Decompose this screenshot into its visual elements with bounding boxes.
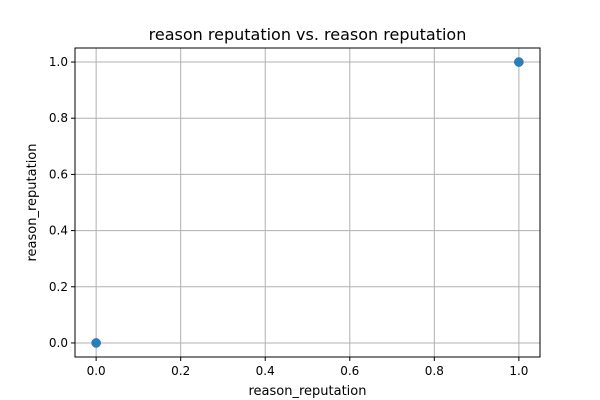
y-tick-label: 1.0	[49, 55, 68, 69]
chart-title: reason reputation vs. reason reputation	[149, 25, 467, 44]
x-tick-label: 1.0	[509, 364, 528, 378]
x-tick-label: 0.2	[171, 364, 190, 378]
data-point	[91, 338, 101, 348]
plot-area-frame	[74, 47, 541, 358]
y-tick-label: 0.8	[49, 111, 68, 125]
data-point	[514, 57, 524, 67]
x-tick-label: 0.4	[256, 364, 275, 378]
x-tick-label: 0.6	[340, 364, 359, 378]
y-axis-label: reason_reputation	[25, 143, 40, 261]
data-points	[91, 57, 524, 348]
y-tick-label: 0.6	[49, 167, 68, 181]
x-tick-label: 0.0	[87, 364, 106, 378]
x-axis-label: reason_reputation	[248, 384, 366, 399]
x-tick-label: 0.8	[425, 364, 444, 378]
y-tick-label: 0.2	[49, 280, 68, 294]
grid	[75, 48, 540, 357]
y-tick-label: 0.4	[49, 224, 68, 238]
axis-ticks: 0.0 0.2 0.4 0.6 0.8 1.0 0.0 0.2 0.4 0.6 0.8 1.0	[49, 55, 529, 378]
y-tick-label: 0.0	[49, 336, 68, 350]
